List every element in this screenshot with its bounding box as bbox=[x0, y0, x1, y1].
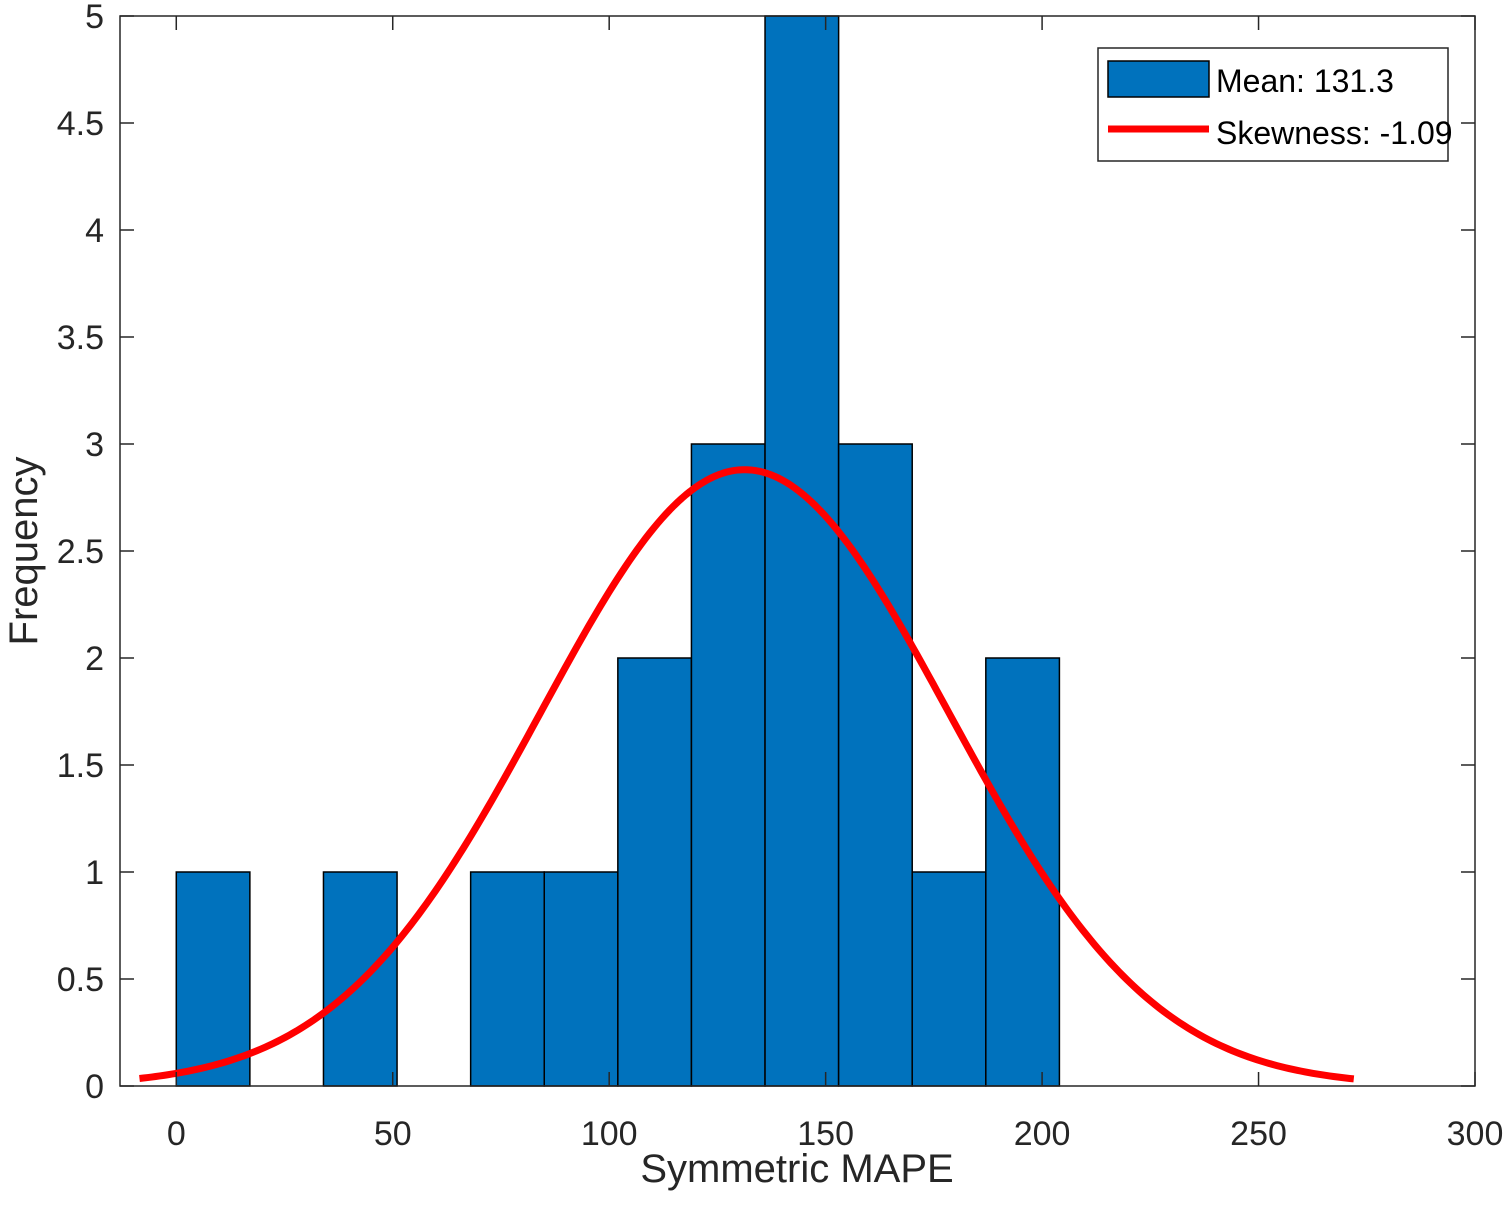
y-tick-label: 5 bbox=[85, 0, 104, 36]
tick-labels: 0 50 100 150 200 250 300 0 0.5 1 1.5 2 2.5 3 3.5 4 4.5 5 bbox=[57, 0, 1504, 1153]
histogram-bars bbox=[175, 15, 1061, 1087]
x-tick-label: 100 bbox=[581, 1115, 638, 1153]
x-tick-label: 300 bbox=[1447, 1115, 1504, 1153]
histogram-bar-7 bbox=[690, 443, 766, 1087]
y-tick-label: 3 bbox=[85, 426, 104, 464]
legend-swatch-histogram bbox=[1107, 60, 1210, 98]
y-tick-label: 2 bbox=[85, 640, 104, 678]
y-tick-label: 4 bbox=[85, 212, 104, 250]
y-tick-label: 0 bbox=[85, 1068, 104, 1106]
fit-curve bbox=[139, 466, 1355, 1083]
x-tick-label: 200 bbox=[1014, 1115, 1071, 1153]
x-tick-label: 250 bbox=[1230, 1115, 1287, 1153]
histogram-bar-11 bbox=[985, 657, 1061, 1087]
legend-label-mean: Mean: 131.3 bbox=[1216, 63, 1394, 99]
histogram-bar-10 bbox=[911, 871, 987, 1087]
y-tick-label: 0.5 bbox=[57, 961, 104, 999]
y-tick-label: 1.5 bbox=[57, 747, 104, 785]
y-axis-title: Frequency bbox=[2, 457, 46, 646]
legend: Mean: 131.3 Skewness: -1.09 bbox=[1097, 47, 1453, 162]
x-tick-label: 50 bbox=[374, 1115, 412, 1153]
axes-box bbox=[119, 15, 1476, 1087]
y-tick-label: 1 bbox=[85, 854, 104, 892]
histogram-bar-5 bbox=[543, 871, 619, 1087]
x-axis-title: Symmetric MAPE bbox=[640, 1147, 953, 1191]
histogram-bar-8 bbox=[764, 15, 840, 1087]
y-tick-label: 2.5 bbox=[57, 533, 104, 571]
histogram-bar-0 bbox=[175, 871, 251, 1087]
y-tick-label: 3.5 bbox=[57, 319, 104, 357]
x-tick-label: 0 bbox=[167, 1115, 186, 1153]
histogram-bar-6 bbox=[617, 657, 693, 1087]
y-tick-label: 4.5 bbox=[57, 105, 104, 143]
legend-label-skewness: Skewness: -1.09 bbox=[1216, 115, 1453, 151]
histogram-bar-4 bbox=[469, 871, 545, 1087]
x-tick-label: 150 bbox=[797, 1115, 854, 1153]
histogram-bar-9 bbox=[837, 443, 913, 1087]
